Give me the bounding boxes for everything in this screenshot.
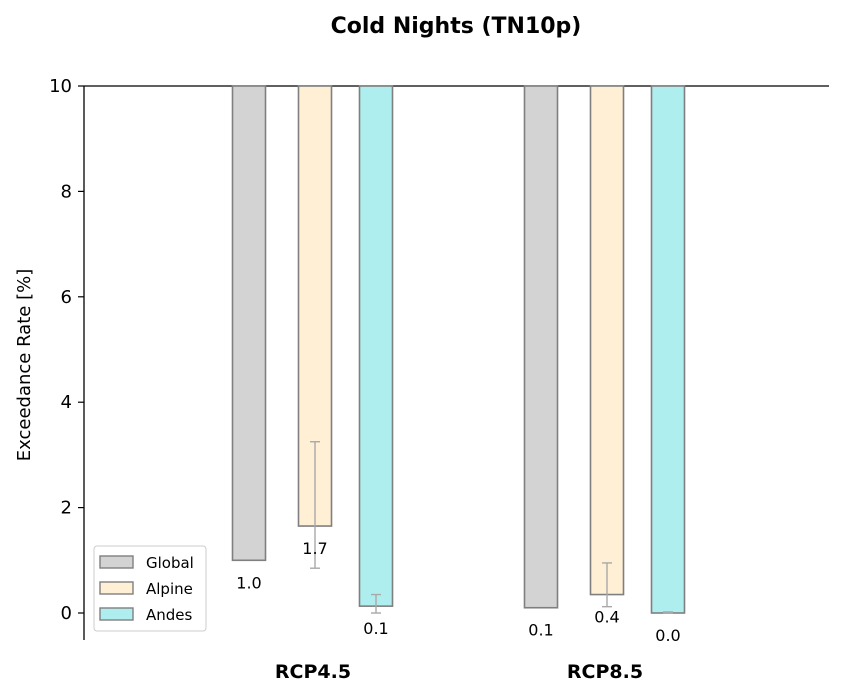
legend: Global Alpine Andes — [93, 545, 207, 632]
y-tick-label: 6 — [61, 287, 72, 308]
bar-global — [231, 85, 267, 562]
category-label: RCP8.5 — [567, 661, 643, 683]
legend-swatch — [99, 581, 134, 595]
y-tick-label: 4 — [61, 392, 72, 413]
data-label: 0.1 — [363, 619, 388, 638]
y-tick-label: 2 — [61, 498, 72, 519]
legend-label: Global — [146, 554, 194, 572]
bar-andes — [358, 85, 394, 607]
bar-alpine — [589, 85, 625, 596]
legend-label: Andes — [146, 606, 193, 624]
data-label: 0.4 — [594, 608, 619, 627]
y-tick-label: 0 — [61, 603, 72, 624]
bar-global — [523, 85, 559, 609]
bar-andes — [650, 85, 686, 614]
data-label: 1.0 — [236, 573, 261, 592]
data-label: 0.0 — [655, 626, 680, 645]
legend-label: Alpine — [146, 580, 193, 598]
data-label: 0.1 — [528, 621, 553, 640]
data-label: 1.7 — [302, 539, 327, 558]
axes: 0 2 4 6 8 10 RCP4.5 RCP8.5 — [49, 76, 829, 683]
chart-title: Cold Nights (TN10p) — [331, 14, 582, 39]
y-axis-label: Exceedance Rate [%] — [14, 269, 35, 461]
data-labels: 1.0 0.1 1.7 0.4 0.1 0.0 — [236, 539, 680, 645]
bars — [231, 85, 686, 614]
y-tick-label: 10 — [49, 76, 72, 97]
legend-swatch — [99, 555, 134, 569]
y-tick-label: 8 — [61, 181, 72, 202]
category-label: RCP4.5 — [275, 661, 351, 683]
legend-swatch — [99, 607, 134, 621]
